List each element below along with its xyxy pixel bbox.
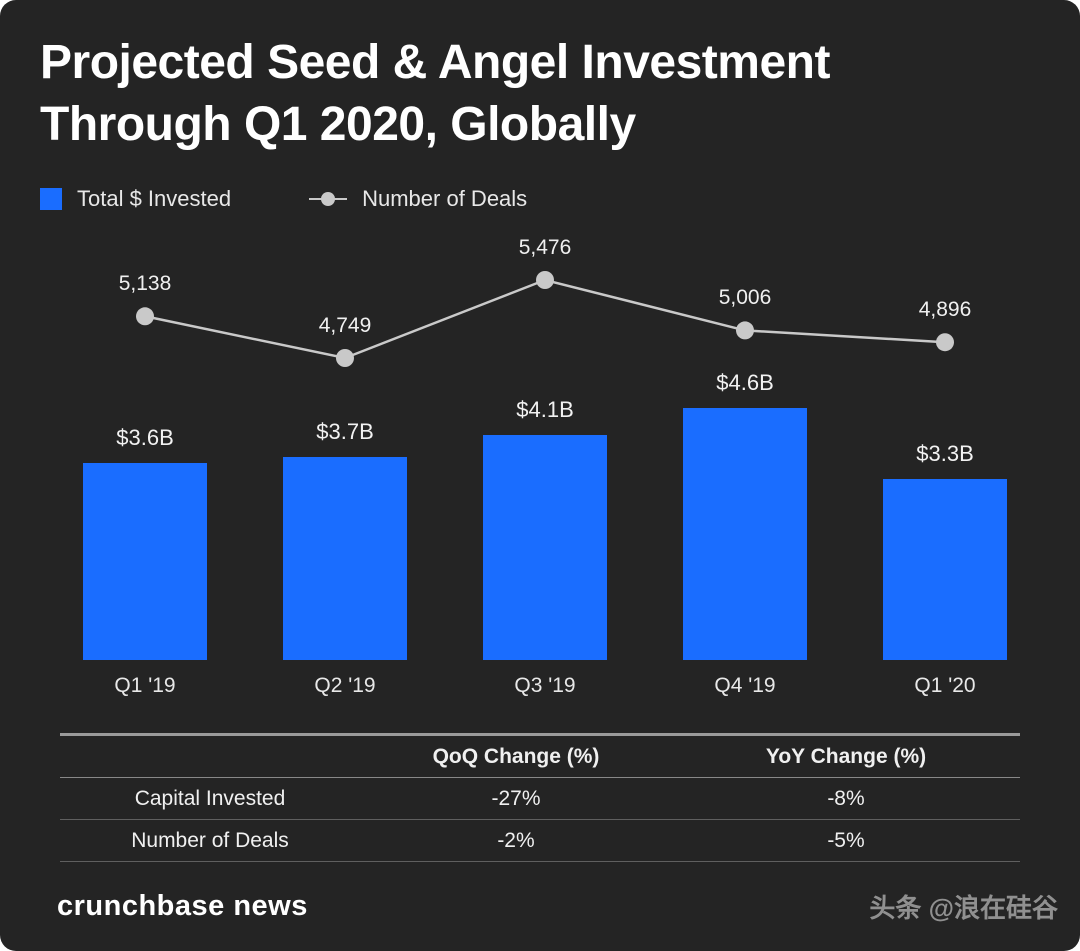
crunchbase-news-logo: crunchbase news [57, 890, 308, 922]
deal-count-label: 5,006 [718, 286, 772, 310]
table-row: Number of Deals -2% -5% [60, 820, 1020, 862]
capital-invested-qoq-value: -27% [491, 786, 541, 810]
category-label: Q2 '19 [314, 674, 376, 697]
bar [883, 479, 1007, 660]
page-title: Projected Seed & Angel Investment Throug… [40, 36, 830, 151]
deal-count-label: 5,138 [118, 272, 172, 296]
number-of-deals-yoy-value: -5% [827, 828, 865, 852]
row-label-number-of-deals: Number of Deals [131, 828, 289, 852]
legend-item-total-invested: Total $ Invested [40, 186, 231, 212]
row-label-capital-invested: Capital Invested [134, 786, 286, 810]
deals-point [136, 307, 154, 326]
category-label: Q3 '19 [514, 674, 576, 697]
table-row: Capital Invested -27% -8% [60, 778, 1020, 820]
category-label: Q1 '19 [114, 674, 176, 697]
bar [283, 457, 407, 660]
bar-value-label: $3.7B [316, 419, 374, 445]
bar-value-label: $4.1B [516, 397, 574, 423]
footer: crunchbase news 头条 @浪在硅谷 [57, 888, 1058, 925]
bar-value-label: $3.6B [116, 424, 174, 450]
table-header-qoq: QoQ Change (%) [432, 744, 600, 768]
line-dot-icon [309, 188, 348, 210]
deals-point [736, 321, 754, 340]
combo-chart: $3.6B Q1 '19 5,138 $3.7B Q2 '19 4,749 $4.1B Q3 … [60, 230, 1020, 700]
table-header-row: QoQ Change (%) YoY Change (%) [60, 736, 1020, 778]
bar-swatch-icon [40, 188, 62, 210]
legend-label-total-invested: Total $ Invested [77, 186, 232, 211]
legend: Total $ Invested Number of Deals [40, 186, 527, 212]
table-header-yoy: YoY Change (%) [765, 744, 927, 768]
deals-line [144, 278, 946, 360]
bar-value-label: $3.3B [916, 441, 974, 467]
watermark: 头条 @浪在硅谷 [869, 893, 1058, 923]
category-label: Q4 '19 [714, 674, 776, 697]
bar [83, 462, 207, 660]
deals-point [536, 271, 554, 289]
category-label: Q1 '20 [914, 674, 976, 697]
bar [483, 435, 607, 660]
deals-line-svg [136, 271, 954, 367]
deal-count-label: 4,896 [918, 298, 972, 322]
capital-invested-yoy-value: -8% [827, 786, 865, 810]
legend-label-number-of-deals: Number of Deals [362, 186, 528, 211]
legend-item-number-of-deals: Number of Deals [309, 186, 527, 212]
deals-point [936, 333, 954, 352]
summary-table: QoQ Change (%) YoY Change (%) Capital In… [60, 733, 1020, 862]
deal-count-label: 4,749 [318, 314, 372, 337]
bar [683, 408, 807, 660]
number-of-deals-qoq-value: -2% [497, 828, 535, 852]
deal-count-label: 5,476 [518, 236, 572, 259]
bar-value-label: $4.6B [716, 370, 774, 395]
deals-point [336, 349, 354, 367]
